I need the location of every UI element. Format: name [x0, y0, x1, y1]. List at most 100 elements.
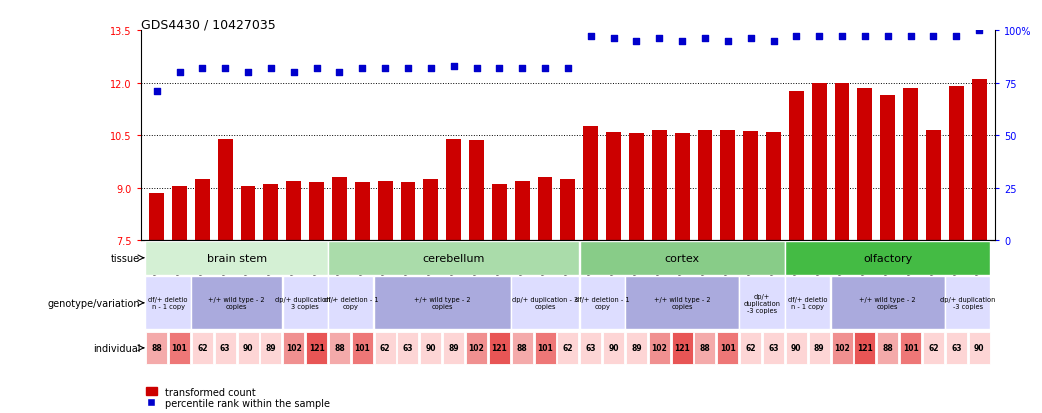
- Bar: [443, 332, 464, 364]
- Text: dp/+ duplication
-3 copies: dp/+ duplication -3 copies: [940, 297, 995, 310]
- Bar: [903, 89, 918, 241]
- Bar: [786, 241, 990, 275]
- Text: 101: 101: [538, 344, 553, 353]
- Point: [925, 34, 942, 40]
- Text: 101: 101: [720, 344, 736, 353]
- Bar: [789, 92, 803, 241]
- Bar: [557, 332, 578, 364]
- Text: +/+ wild type - 2
copies: +/+ wild type - 2 copies: [860, 297, 916, 310]
- Bar: [511, 277, 579, 330]
- Point: [811, 34, 827, 40]
- Bar: [854, 332, 875, 364]
- Bar: [717, 332, 739, 364]
- Text: brain stem: brain stem: [206, 253, 267, 263]
- Text: tissue: tissue: [111, 253, 141, 263]
- Bar: [880, 96, 895, 241]
- Bar: [466, 332, 487, 364]
- Bar: [743, 132, 759, 241]
- Bar: [191, 277, 282, 330]
- Bar: [282, 277, 328, 330]
- Point: [605, 36, 622, 43]
- Bar: [740, 277, 785, 330]
- Bar: [946, 332, 967, 364]
- Text: 63: 63: [586, 344, 596, 353]
- Bar: [629, 134, 644, 241]
- Point: [697, 36, 714, 43]
- Text: 88: 88: [334, 344, 345, 353]
- Text: 102: 102: [469, 344, 485, 353]
- Point: [422, 65, 439, 72]
- Bar: [306, 332, 327, 364]
- Text: GDS4430 / 10427035: GDS4430 / 10427035: [141, 18, 275, 31]
- Point: [263, 65, 279, 72]
- Text: individual: individual: [93, 343, 141, 353]
- Text: 90: 90: [791, 344, 801, 353]
- Bar: [397, 332, 419, 364]
- Point: [742, 36, 759, 43]
- Bar: [809, 332, 829, 364]
- Legend: transformed count, percentile rank within the sample: transformed count, percentile rank withi…: [146, 387, 330, 408]
- Bar: [172, 187, 187, 241]
- Bar: [238, 332, 258, 364]
- Text: 90: 90: [425, 344, 436, 353]
- Bar: [763, 332, 784, 364]
- Text: dp/+ duplication - 3
copies: dp/+ duplication - 3 copies: [512, 297, 578, 310]
- Bar: [287, 181, 301, 241]
- Point: [560, 65, 576, 72]
- Bar: [579, 241, 785, 275]
- Bar: [603, 332, 624, 364]
- Bar: [694, 332, 716, 364]
- Text: 121: 121: [857, 344, 873, 353]
- Bar: [195, 180, 209, 241]
- Bar: [580, 332, 601, 364]
- Bar: [720, 131, 736, 241]
- Text: cortex: cortex: [665, 253, 699, 263]
- Bar: [949, 87, 964, 241]
- Text: cerebellum: cerebellum: [422, 253, 485, 263]
- Bar: [149, 194, 164, 241]
- Point: [857, 34, 873, 40]
- Bar: [469, 141, 483, 241]
- Bar: [329, 332, 350, 364]
- Point: [400, 65, 417, 72]
- Bar: [606, 132, 621, 241]
- Text: 63: 63: [402, 344, 414, 353]
- Bar: [697, 131, 713, 241]
- Text: 102: 102: [286, 344, 301, 353]
- Bar: [900, 332, 921, 364]
- Text: 63: 63: [220, 344, 230, 353]
- Bar: [835, 83, 849, 241]
- Point: [445, 63, 462, 70]
- Text: 62: 62: [380, 344, 391, 353]
- Text: 88: 88: [883, 344, 893, 353]
- Text: df/+ deletion - 1
copy: df/+ deletion - 1 copy: [324, 297, 378, 310]
- Bar: [832, 332, 852, 364]
- Point: [194, 65, 210, 72]
- Text: dp/+
duplication
-3 copies: dp/+ duplication -3 copies: [744, 293, 780, 313]
- Bar: [169, 332, 190, 364]
- Bar: [377, 181, 393, 241]
- Bar: [945, 277, 990, 330]
- Bar: [264, 185, 278, 241]
- Point: [651, 36, 668, 43]
- Bar: [561, 180, 575, 241]
- Bar: [830, 277, 945, 330]
- Text: 121: 121: [308, 344, 324, 353]
- Bar: [584, 127, 598, 241]
- Text: 88: 88: [699, 344, 711, 353]
- Text: 90: 90: [609, 344, 619, 353]
- Text: 90: 90: [974, 344, 985, 353]
- Text: 89: 89: [631, 344, 642, 353]
- Point: [148, 88, 165, 95]
- Text: 88: 88: [517, 344, 527, 353]
- Bar: [972, 80, 987, 241]
- Bar: [192, 332, 213, 364]
- Point: [286, 70, 302, 76]
- Bar: [652, 131, 667, 241]
- Bar: [858, 89, 872, 241]
- Text: 88: 88: [151, 344, 163, 353]
- Point: [719, 38, 736, 45]
- Bar: [146, 277, 191, 330]
- Bar: [218, 139, 232, 241]
- Point: [240, 70, 256, 76]
